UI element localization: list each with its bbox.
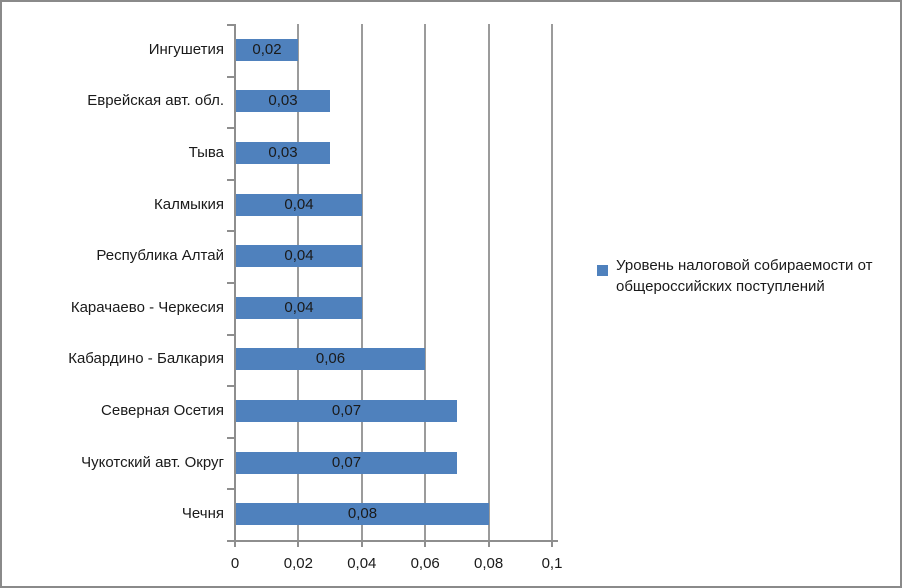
- data-label: 0,07: [331, 454, 362, 471]
- data-label: 0,07: [331, 402, 362, 419]
- data-label: 0,06: [315, 350, 346, 367]
- data-bar: [236, 297, 362, 319]
- category-label: Республика Алтай: [96, 247, 224, 264]
- legend: Уровень налоговой собираемости от общеро…: [597, 255, 892, 297]
- x-axis-tick: [551, 540, 553, 547]
- y-axis-tick: [227, 179, 234, 181]
- gridline: [297, 24, 300, 540]
- data-label: 0,04: [284, 247, 314, 264]
- data-bar: [236, 39, 298, 61]
- x-axis-tick-label: 0,08: [473, 555, 504, 572]
- y-axis-tick: [227, 282, 234, 284]
- data-bar: [236, 142, 330, 164]
- y-axis-tick: [227, 488, 234, 490]
- category-label: Еврейская авт. обл.: [87, 92, 224, 109]
- x-axis-tick-label: 0,06: [410, 555, 440, 572]
- data-label: 0,08: [347, 505, 378, 522]
- x-axis-line: [227, 540, 558, 542]
- y-axis-tick: [227, 230, 234, 232]
- x-axis-tick: [360, 540, 363, 547]
- x-axis-tick: [424, 540, 427, 547]
- y-axis-tick: [227, 385, 234, 387]
- legend-label: Уровень налоговой собираемости от общеро…: [616, 257, 873, 295]
- y-axis-tick: [227, 127, 234, 129]
- data-label: 0,03: [268, 144, 298, 161]
- data-bar: [236, 503, 489, 525]
- x-axis-tick-label: 0,1: [541, 555, 563, 572]
- category-label: Карачаево - Черкесия: [70, 299, 224, 316]
- x-axis-tick-label: 0,02: [283, 555, 313, 572]
- x-axis-tick-label: 0,04: [347, 555, 377, 572]
- y-axis-tick: [227, 437, 234, 439]
- data-bar: [236, 348, 425, 370]
- category-label: Кабардино - Балкария: [68, 350, 224, 367]
- gridline: [551, 24, 553, 540]
- data-label: 0,03: [268, 92, 298, 109]
- y-axis-tick: [227, 76, 234, 78]
- data-label: 0,04: [284, 196, 314, 213]
- category-label: Тыва: [188, 144, 224, 161]
- gridline: [360, 24, 363, 540]
- x-axis-tick: [487, 540, 490, 547]
- x-axis-tick-label: 0: [230, 555, 240, 572]
- category-label: Чечня: [181, 505, 224, 522]
- x-axis-tick: [234, 540, 236, 547]
- y-axis-tick: [227, 334, 234, 336]
- y-axis-tick: [227, 24, 234, 26]
- data-label: 0,04: [284, 299, 314, 316]
- category-label: Северная Осетия: [101, 402, 224, 419]
- legend-swatch-icon: [597, 265, 608, 276]
- data-label: 0,02: [252, 41, 282, 58]
- data-bar: [236, 194, 362, 216]
- x-axis-tick: [297, 540, 300, 547]
- category-label: Чукотский авт. Округ: [81, 454, 224, 471]
- data-bar: [236, 400, 457, 422]
- gridline: [424, 24, 427, 540]
- category-label: Ингушетия: [148, 41, 224, 58]
- data-bar: [236, 90, 330, 112]
- data-bar: [236, 452, 457, 474]
- category-label: Калмыкия: [154, 196, 224, 213]
- data-bar: [236, 245, 362, 267]
- y-axis-line: [234, 24, 236, 540]
- gridline: [487, 24, 490, 540]
